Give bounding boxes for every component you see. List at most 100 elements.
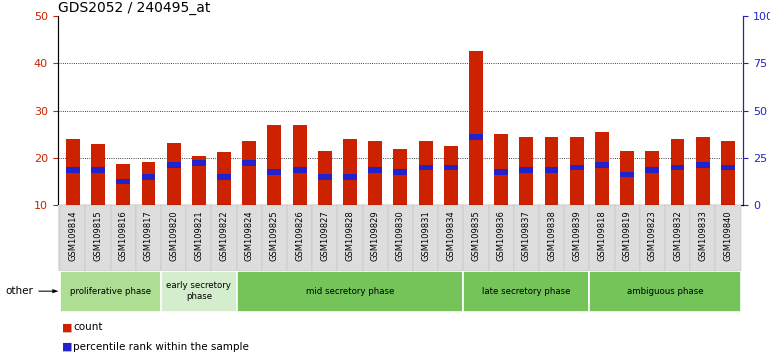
Bar: [671, 165, 685, 170]
Text: GSM109814: GSM109814: [69, 211, 77, 261]
Bar: [243, 160, 256, 166]
Bar: [469, 51, 483, 205]
Bar: [161, 205, 186, 271]
Text: percentile rank within the sample: percentile rank within the sample: [73, 342, 249, 352]
Text: GSM109838: GSM109838: [547, 211, 556, 262]
Bar: [267, 125, 281, 205]
Bar: [393, 149, 407, 205]
Bar: [595, 162, 609, 168]
Bar: [161, 271, 236, 312]
Text: GSM109830: GSM109830: [396, 211, 405, 261]
Bar: [640, 205, 665, 271]
Text: proliferative phase: proliferative phase: [70, 287, 151, 296]
Text: other: other: [5, 286, 33, 296]
Bar: [393, 169, 407, 175]
Bar: [544, 167, 558, 173]
Bar: [60, 271, 161, 312]
Bar: [520, 137, 534, 205]
Bar: [715, 205, 741, 271]
Text: GDS2052 / 240495_at: GDS2052 / 240495_at: [58, 1, 210, 15]
Bar: [464, 205, 489, 271]
Bar: [721, 165, 735, 170]
Bar: [318, 151, 332, 205]
Text: GSM109825: GSM109825: [270, 211, 279, 261]
Text: GSM109816: GSM109816: [119, 211, 128, 261]
Bar: [217, 152, 231, 205]
Bar: [696, 162, 710, 168]
Bar: [167, 143, 181, 205]
Bar: [544, 137, 558, 205]
Text: GSM109836: GSM109836: [497, 211, 506, 262]
Bar: [690, 205, 715, 271]
Text: GSM109829: GSM109829: [370, 211, 380, 261]
Bar: [721, 141, 735, 205]
Bar: [514, 205, 539, 271]
Bar: [413, 205, 438, 271]
Bar: [494, 169, 508, 175]
Text: GSM109823: GSM109823: [648, 211, 657, 261]
Bar: [570, 165, 584, 170]
Text: GSM109834: GSM109834: [447, 211, 455, 261]
Bar: [66, 167, 80, 173]
Bar: [444, 146, 457, 205]
Text: ■: ■: [62, 342, 72, 352]
Text: GSM109820: GSM109820: [169, 211, 178, 261]
Bar: [343, 139, 357, 205]
Bar: [116, 179, 130, 184]
Text: GSM109827: GSM109827: [320, 211, 330, 261]
Text: ■: ■: [62, 322, 72, 332]
Bar: [645, 151, 659, 205]
Bar: [489, 205, 514, 271]
Bar: [236, 205, 262, 271]
Bar: [589, 271, 741, 312]
Bar: [212, 205, 236, 271]
Bar: [620, 151, 634, 205]
Bar: [262, 205, 287, 271]
Text: late secretory phase: late secretory phase: [482, 287, 571, 296]
Bar: [142, 174, 156, 180]
Bar: [217, 174, 231, 180]
Bar: [589, 205, 614, 271]
Bar: [614, 205, 640, 271]
Bar: [469, 134, 483, 139]
Bar: [243, 141, 256, 205]
Bar: [116, 164, 130, 205]
Bar: [293, 125, 306, 205]
Text: GSM109835: GSM109835: [471, 211, 480, 261]
Text: count: count: [73, 322, 102, 332]
Bar: [368, 167, 382, 173]
Text: GSM109837: GSM109837: [522, 211, 531, 262]
Text: GSM109839: GSM109839: [572, 211, 581, 261]
Text: GSM109817: GSM109817: [144, 211, 153, 261]
Text: GSM109821: GSM109821: [194, 211, 203, 261]
Bar: [388, 205, 413, 271]
Bar: [564, 205, 589, 271]
Text: GSM109822: GSM109822: [219, 211, 229, 261]
Text: GSM109828: GSM109828: [346, 211, 354, 261]
Text: GSM109832: GSM109832: [673, 211, 682, 261]
Bar: [91, 144, 105, 205]
Bar: [520, 167, 534, 173]
Bar: [85, 205, 111, 271]
Bar: [318, 174, 332, 180]
Bar: [444, 165, 457, 170]
Bar: [464, 271, 589, 312]
Bar: [186, 205, 212, 271]
Bar: [312, 205, 337, 271]
Text: GSM109833: GSM109833: [698, 211, 707, 262]
Bar: [236, 271, 464, 312]
Bar: [419, 165, 433, 170]
Bar: [570, 137, 584, 205]
Bar: [539, 205, 564, 271]
Bar: [111, 205, 136, 271]
Text: GSM109840: GSM109840: [724, 211, 732, 261]
Text: early secretory
phase: early secretory phase: [166, 281, 231, 301]
Bar: [267, 169, 281, 175]
Bar: [136, 205, 161, 271]
Text: GSM109818: GSM109818: [598, 211, 607, 261]
Bar: [665, 205, 690, 271]
Bar: [66, 139, 80, 205]
Bar: [287, 205, 312, 271]
Bar: [494, 134, 508, 205]
Bar: [671, 139, 685, 205]
